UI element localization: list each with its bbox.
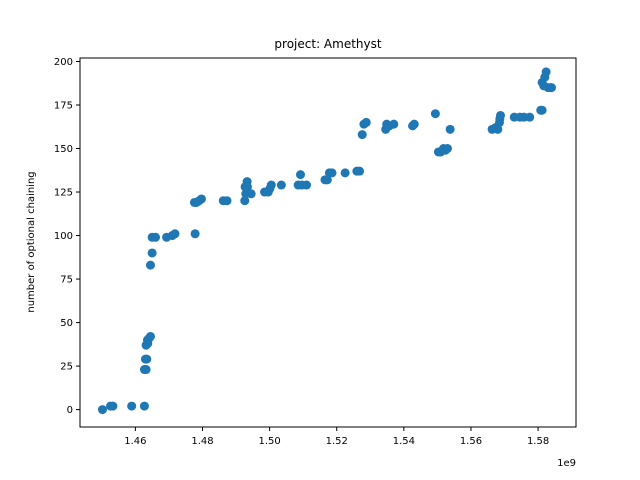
data-point: [322, 175, 332, 185]
data-point: [295, 170, 305, 180]
data-point: [145, 331, 155, 341]
data-point: [139, 401, 149, 411]
data-points: [97, 67, 556, 415]
data-point: [266, 180, 276, 190]
data-point: [127, 401, 137, 411]
data-point: [525, 112, 535, 122]
data-point: [409, 119, 419, 129]
x-tick-label: 1.50: [258, 436, 280, 447]
x-tick-label: 1.46: [124, 436, 146, 447]
data-point: [361, 117, 371, 127]
plot-frame: [79, 57, 577, 428]
data-point: [357, 130, 367, 140]
data-point: [190, 229, 200, 239]
data-point: [147, 248, 157, 258]
y-tick-label: 100: [54, 231, 73, 242]
data-point: [430, 109, 440, 119]
x-axis-ticks: 1.46 1.48 1.50 1.52 1.54 1.56 1.58: [124, 427, 549, 447]
data-point: [389, 119, 399, 129]
data-point: [170, 229, 180, 239]
data-point: [276, 180, 286, 190]
data-point: [222, 196, 232, 206]
data-point: [442, 144, 452, 154]
data-point: [445, 124, 455, 134]
data-point: [97, 405, 107, 415]
x-tick-label: 1.58: [527, 436, 549, 447]
y-tick-label: 125: [54, 188, 73, 199]
x-tick-label: 1.52: [326, 436, 348, 447]
data-point: [541, 67, 551, 77]
data-point: [142, 354, 152, 364]
data-point: [537, 105, 547, 115]
y-tick-label: 0: [67, 405, 73, 416]
x-tick-label: 1.48: [191, 436, 213, 447]
data-point: [141, 365, 151, 375]
chart-title: project: Amethyst: [274, 37, 381, 51]
y-axis-label: number of optional chaining: [26, 171, 37, 312]
x-tick-label: 1.56: [460, 436, 482, 447]
y-tick-label: 50: [60, 318, 73, 329]
y-axis-ticks: 0 25 50 75 100 125 150 175 200: [54, 57, 80, 416]
data-point: [327, 168, 337, 178]
x-axis-offset-label: 1e9: [557, 458, 576, 469]
data-point: [151, 232, 161, 242]
data-point: [145, 260, 155, 270]
data-point: [108, 401, 118, 411]
data-point: [493, 124, 503, 134]
y-tick-label: 200: [54, 57, 73, 68]
x-tick-label: 1.54: [393, 436, 415, 447]
y-tick-label: 150: [54, 144, 73, 155]
data-point: [246, 189, 256, 199]
data-point: [240, 196, 250, 206]
data-point: [340, 168, 350, 178]
data-point: [242, 182, 252, 192]
data-point: [495, 110, 505, 120]
y-tick-label: 25: [60, 362, 73, 373]
data-point: [302, 180, 312, 190]
data-point: [196, 194, 206, 204]
y-tick-label: 175: [54, 100, 73, 111]
data-point: [355, 166, 365, 176]
y-tick-label: 75: [60, 275, 73, 286]
data-point: [547, 83, 556, 93]
